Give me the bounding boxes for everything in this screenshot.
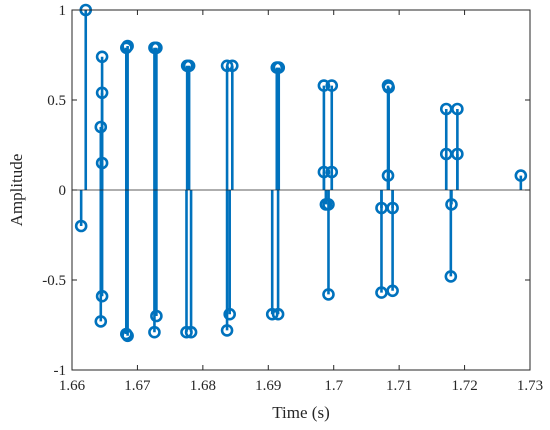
stem-marker-26 bbox=[265, 307, 279, 321]
stem-marker-48 bbox=[514, 169, 528, 182]
stem-marker-45 bbox=[451, 147, 464, 161]
x-tick-label: 1.67 bbox=[124, 378, 151, 394]
x-tick-label: 1.7 bbox=[324, 378, 343, 394]
stem-marker-22 bbox=[223, 307, 236, 321]
stem-marker-9 bbox=[121, 39, 134, 53]
stem-marker-17 bbox=[182, 59, 196, 73]
stem-marker-25 bbox=[272, 61, 286, 74]
stem-marker-30 bbox=[317, 165, 331, 179]
y-tick-label: 0 bbox=[59, 183, 67, 199]
ticks-layer: 1.66 1.67 1.68 1.69 1.7 1.71 1.72 1.73 -1 -0.5 0 0.… bbox=[42, 3, 543, 394]
x-tick-label: 1.68 bbox=[190, 378, 216, 394]
stem-marker-33 bbox=[322, 198, 335, 211]
stem-marker-47 bbox=[444, 270, 458, 283]
y-tick-label: 0.5 bbox=[47, 93, 66, 109]
x-tick-label: 1.72 bbox=[451, 378, 477, 394]
stem-marker-14 bbox=[150, 309, 163, 323]
stem-marker-11 bbox=[121, 329, 134, 343]
y-tick-label: -1 bbox=[54, 363, 67, 379]
stem-marker-7 bbox=[94, 315, 108, 328]
stem-marker-38 bbox=[382, 81, 395, 94]
stem-marker-5 bbox=[95, 156, 109, 170]
stem-marker-39 bbox=[381, 169, 395, 182]
stem-marker-15 bbox=[148, 325, 161, 339]
stem-marker-20 bbox=[220, 59, 234, 73]
stem-marker-0 bbox=[74, 219, 88, 233]
stem-marker-28 bbox=[317, 79, 331, 92]
stem-marker-34 bbox=[322, 288, 335, 301]
stem-marker-13 bbox=[150, 41, 163, 55]
x-axis-label: Time (s) bbox=[272, 403, 329, 422]
stem-marker-29 bbox=[325, 79, 339, 92]
x-tick-label: 1.73 bbox=[517, 378, 543, 394]
x-tick-label: 1.69 bbox=[255, 378, 281, 394]
stem-marker-6 bbox=[95, 289, 109, 303]
stem-marker-23 bbox=[220, 324, 234, 337]
stem-marker-21 bbox=[226, 59, 239, 73]
stem-marker-41 bbox=[386, 284, 399, 298]
y-tick-label: 1 bbox=[59, 3, 67, 19]
markers-layer bbox=[74, 3, 528, 343]
y-axis-label: Amplitude bbox=[7, 154, 26, 227]
stem-marker-4 bbox=[94, 120, 108, 134]
x-tick-label: 1.71 bbox=[386, 378, 412, 394]
stem-marker-2 bbox=[95, 50, 109, 64]
stem-marker-3 bbox=[95, 86, 109, 100]
stem-marker-31 bbox=[325, 165, 339, 179]
stem-marker-27 bbox=[271, 307, 285, 321]
x-tick-label: 1.66 bbox=[59, 378, 86, 394]
y-tick-label: -0.5 bbox=[42, 273, 66, 289]
stem-marker-46 bbox=[445, 198, 458, 211]
stem-marker-36 bbox=[386, 201, 399, 215]
stem-marker-18 bbox=[180, 325, 193, 339]
stem-marker-19 bbox=[184, 325, 198, 339]
stem-marker-40 bbox=[375, 286, 388, 299]
stem-marker-43 bbox=[451, 102, 464, 116]
